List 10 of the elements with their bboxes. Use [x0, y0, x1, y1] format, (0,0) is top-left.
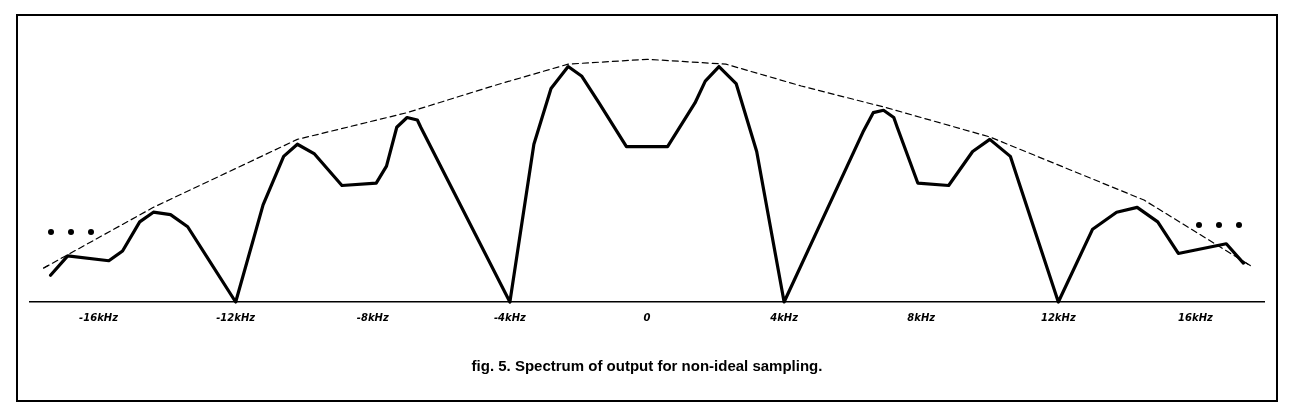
x-tick-label: -12kHz	[216, 311, 256, 323]
x-tick-label: 16kHz	[1178, 311, 1213, 323]
x-tick-label: 4kHz	[769, 311, 799, 323]
x-tick-label: 12kHz	[1040, 311, 1076, 323]
x-tick-label: 0	[643, 311, 651, 323]
text: fig. 5. Spectrum of output for non-ideal sampling.	[471, 357, 823, 375]
x-tick-label: -8kHz	[356, 311, 389, 323]
x-tick-label: -4kHz	[493, 311, 527, 323]
x-tick-label: 8kHz	[907, 311, 936, 323]
x-tick-label: -16kHz	[79, 311, 119, 323]
